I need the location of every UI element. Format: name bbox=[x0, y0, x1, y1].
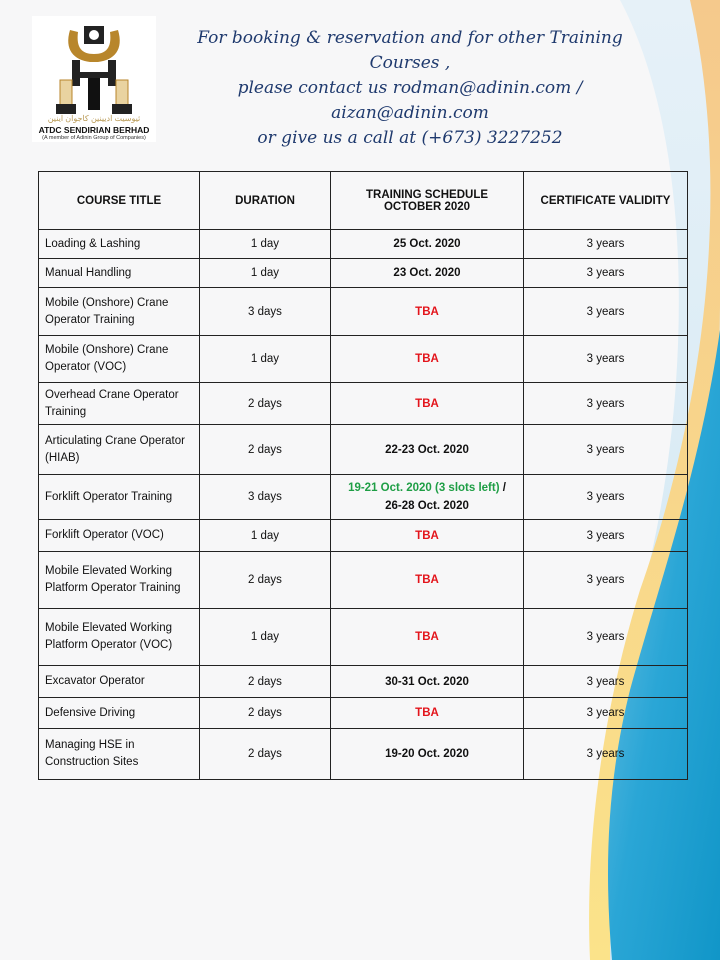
schedule-cell: 22-23 Oct. 2020 bbox=[330, 424, 524, 475]
header-course-title: COURSE TITLE bbox=[38, 171, 200, 230]
schedule-text: 19-20 Oct. 2020 bbox=[385, 748, 469, 760]
contact-info: For booking & reservation and for other … bbox=[180, 26, 640, 151]
schedule-text: 22-23 Oct. 2020 bbox=[385, 443, 469, 456]
schedule-cell: 19-21 Oct. 2020 (3 slots left) / 26-28 O… bbox=[330, 474, 524, 520]
schedule-text: 25 Oct. 2020 bbox=[393, 238, 461, 250]
contact-line-1: For booking & reservation and for other … bbox=[197, 28, 623, 73]
schedule-text: 26-28 Oct. 2020 bbox=[385, 500, 469, 512]
table-row: Defensive Driving 2 days TBA 3 years bbox=[38, 697, 688, 729]
company-logo: ثيوسيت اديينين كاجوان اينين ATDC SENDIRI… bbox=[32, 16, 156, 142]
schedule-cell: 19-20 Oct. 2020 bbox=[330, 728, 524, 780]
validity-cell: 3 years bbox=[523, 258, 688, 288]
table-header-row: COURSE TITLE DURATION TRAINING SCHEDULE … bbox=[38, 171, 688, 230]
table-row: Mobile Elevated Working Platform Operato… bbox=[38, 551, 688, 609]
course-title-cell: Excavator Operator bbox=[38, 665, 200, 698]
contact-line-3: or give us a call at (+673) 3227252 bbox=[257, 128, 563, 148]
duration-cell: 2 days bbox=[199, 382, 331, 425]
table-row: Loading & Lashing 1 day 25 Oct. 2020 3 year… bbox=[38, 229, 688, 259]
schedule-text: TBA bbox=[415, 707, 439, 719]
course-title-cell: Mobile (Onshore) Crane Operator Training bbox=[38, 287, 200, 336]
duration-cell: 1 day bbox=[199, 608, 331, 666]
header-certificate-validity: CERTIFICATE VALIDITY bbox=[523, 171, 688, 230]
validity-cell: 3 years bbox=[523, 424, 688, 475]
validity-cell: 3 years bbox=[523, 608, 688, 666]
course-title-cell: Defensive Driving bbox=[38, 697, 200, 729]
table-row: Manual Handling 1 day 23 Oct. 2020 3 years bbox=[38, 258, 688, 288]
validity-cell: 3 years bbox=[523, 551, 688, 609]
company-tagline: (A member of Adinin Group of Companies) bbox=[42, 135, 146, 141]
schedule-text: 19-21 Oct. 2020 (3 slots left) bbox=[348, 482, 500, 494]
schedule-cell: TBA bbox=[330, 551, 524, 609]
duration-cell: 2 days bbox=[199, 551, 331, 609]
schedule-cell: 25 Oct. 2020 bbox=[330, 229, 524, 259]
duration-cell: 1 day bbox=[199, 335, 331, 383]
validity-cell: 3 years bbox=[523, 382, 688, 425]
course-title-cell: Mobile (Onshore) Crane Operator (VOC) bbox=[38, 335, 200, 383]
table-row: Forklift Operator (VOC) 1 day TBA 3 years bbox=[38, 519, 688, 552]
schedule-text: TBA bbox=[415, 353, 439, 365]
duration-cell: 2 days bbox=[199, 424, 331, 475]
duration-cell: 1 day bbox=[199, 258, 331, 288]
validity-cell: 3 years bbox=[523, 335, 688, 383]
schedule-cell: TBA bbox=[330, 519, 524, 552]
schedule-cell: TBA bbox=[330, 608, 524, 666]
duration-cell: 1 day bbox=[199, 229, 331, 259]
duration-cell: 2 days bbox=[199, 665, 331, 698]
course-title-cell: Mobile Elevated Working Platform Operato… bbox=[38, 551, 200, 609]
validity-cell: 3 years bbox=[523, 519, 688, 552]
validity-cell: 3 years bbox=[523, 665, 688, 698]
schedule-text: TBA bbox=[415, 529, 439, 542]
validity-cell: 3 years bbox=[523, 697, 688, 729]
table-row: Forklift Operator Training 3 days 19-21 Oc… bbox=[38, 474, 688, 520]
contact-line-2: please contact us rodman@adinin.com / ai… bbox=[237, 78, 583, 123]
course-schedule-table: COURSE TITLE DURATION TRAINING SCHEDULE … bbox=[38, 171, 688, 780]
schedule-cell: 23 Oct. 2020 bbox=[330, 258, 524, 288]
schedule-cell: 30-31 Oct. 2020 bbox=[330, 665, 524, 698]
schedule-text: TBA bbox=[415, 397, 439, 410]
table-row: Excavator Operator 2 days 30-31 Oct. 2020 3… bbox=[38, 665, 688, 698]
header-duration: DURATION bbox=[199, 171, 331, 230]
course-title-cell: Overhead Crane Operator Training bbox=[38, 382, 200, 425]
table-row: Mobile (Onshore) Crane Operator (VOC) 1 d… bbox=[38, 335, 688, 383]
schedule-text: TBA bbox=[415, 574, 439, 586]
table-row: Overhead Crane Operator Training 2 days TB… bbox=[38, 382, 688, 425]
schedule-cell: TBA bbox=[330, 697, 524, 729]
schedule-text: TBA bbox=[415, 305, 439, 318]
validity-cell: 3 years bbox=[523, 287, 688, 336]
validity-cell: 3 years bbox=[523, 229, 688, 259]
schedule-text: 30-31 Oct. 2020 bbox=[385, 675, 469, 688]
course-title-cell: Forklift Operator Training bbox=[38, 474, 200, 520]
duration-cell: 1 day bbox=[199, 519, 331, 552]
table-row: Managing HSE in Construction Sites 2 days… bbox=[38, 728, 688, 780]
schedule-text: / bbox=[499, 482, 506, 494]
schedule-cell: TBA bbox=[330, 335, 524, 383]
header-training-schedule: TRAINING SCHEDULE OCTOBER 2020 bbox=[330, 171, 524, 230]
schedule-cell: TBA bbox=[330, 382, 524, 425]
course-title-cell: Forklift Operator (VOC) bbox=[38, 519, 200, 552]
schedule-cell: TBA bbox=[330, 287, 524, 336]
logo-emblem-icon bbox=[56, 26, 132, 114]
duration-cell: 2 days bbox=[199, 697, 331, 729]
company-name: ATDC SENDIRIAN BERHAD bbox=[38, 125, 150, 135]
duration-cell: 3 days bbox=[199, 474, 331, 520]
course-title-cell: Articulating Crane Operator (HIAB) bbox=[38, 424, 200, 475]
logo-arabic-text: ثيوسيت اديينين كاجوان اينين bbox=[47, 114, 141, 123]
schedule-text: 23 Oct. 2020 bbox=[393, 267, 461, 279]
table-row: Mobile Elevated Working Platform Operato… bbox=[38, 608, 688, 666]
schedule-text: TBA bbox=[415, 631, 439, 643]
course-title-cell: Managing HSE in Construction Sites bbox=[38, 728, 200, 780]
table-row: Mobile (Onshore) Crane Operator Training… bbox=[38, 287, 688, 336]
course-title-cell: Mobile Elevated Working Platform Operato… bbox=[38, 608, 200, 666]
duration-cell: 3 days bbox=[199, 287, 331, 336]
validity-cell: 3 years bbox=[523, 474, 688, 520]
header-schedule-line2: OCTOBER 2020 bbox=[383, 200, 471, 213]
table-row: Articulating Crane Operator (HIAB) 2 days… bbox=[38, 424, 688, 475]
validity-cell: 3 years bbox=[523, 728, 688, 780]
course-title-cell: Manual Handling bbox=[38, 258, 200, 288]
header-schedule-line1: TRAINING SCHEDULE bbox=[365, 188, 489, 201]
duration-cell: 2 days bbox=[199, 728, 331, 780]
course-title-cell: Loading & Lashing bbox=[38, 229, 200, 259]
